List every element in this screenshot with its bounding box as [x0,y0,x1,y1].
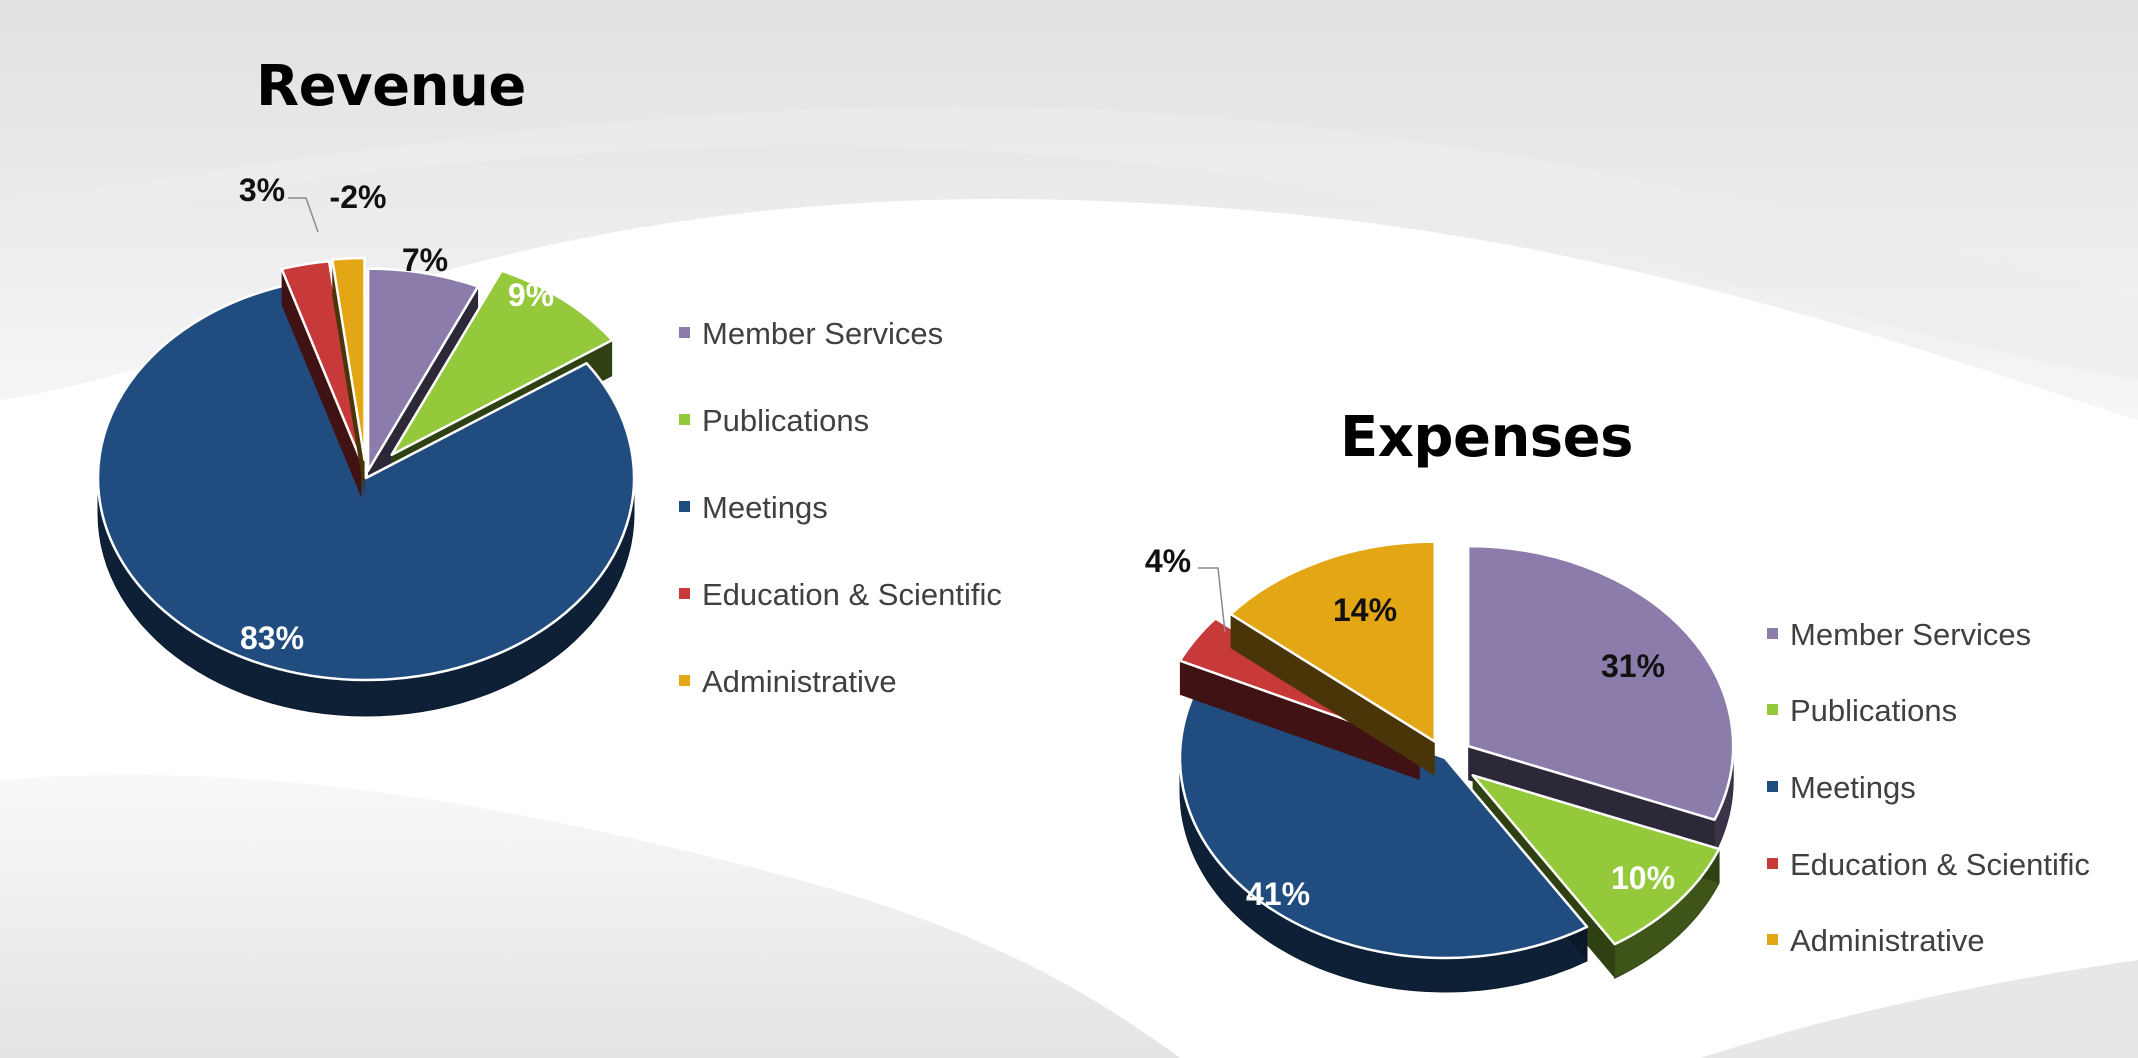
slice-cut-wall [1230,614,1435,776]
legend-swatch [1767,704,1778,716]
legend-label: Education & Scientific [702,577,1002,612]
legend-item-education-scientific: Education & Scientific [1767,847,2090,883]
data-label-publications: 10% [1611,860,1675,896]
legend-swatch [679,588,690,600]
slice-top-face [1466,544,1735,821]
legend-item-publications: Publications [679,403,869,439]
data-label-administrative: -2% [330,179,387,215]
data-label-administrative: 14% [1333,592,1397,628]
legend-item-member-services: Member Services [679,316,943,352]
legend-label: Meetings [702,490,828,525]
leader-line [1198,567,1226,633]
legend-label: Meetings [1790,770,1916,805]
legend-swatch [679,327,690,339]
legend-swatch [679,675,690,687]
leader-line [288,197,319,233]
legend-label: Publications [1790,693,1958,728]
background-swoosh-top [0,0,2138,420]
revenue-chart-title: Revenue [256,54,526,119]
legend-swatch [1767,858,1778,870]
expenses-chart-title: Expenses [1340,405,1633,470]
data-label-publications: 9% [508,277,554,313]
revenue-slices [96,256,636,717]
legend-item-education-scientific: Education & Scientific [679,577,1002,613]
data-label-education-scientific: 3% [239,172,285,208]
legend-item-administrative: Administrative [1767,923,1985,959]
legend-item-member-services: Member Services [1767,617,2031,653]
legend-swatch [1767,934,1778,946]
legend-item-administrative: Administrative [679,664,897,700]
slice-top-face [280,260,363,464]
legend-swatch [1767,628,1778,640]
expenses-slices [1178,540,1735,993]
legend-label: Administrative [1790,923,1985,958]
legend-label: Education & Scientific [1790,847,2090,882]
legend-item-meetings: Meetings [1767,770,1916,806]
slice-top-face [1229,540,1437,743]
background-swoosh-bottom-right [1700,960,2138,1058]
data-label-member-services: 7% [402,242,448,278]
legend-item-publications: Publications [1767,693,1957,729]
legend-label: Member Services [702,316,944,351]
slice-cut-wall [1179,660,1420,780]
legend-item-meetings: Meetings [679,490,828,526]
legend-label: Administrative [702,664,897,699]
slice-top-face [330,256,366,462]
slice-cut-wall [281,268,362,498]
slice-top-face [366,267,480,472]
slice-cut-wall [332,259,365,496]
slice-cut-wall [1468,746,1715,854]
data-label-meetings: 41% [1246,876,1310,912]
data-label-member-services: 31% [1601,648,1665,684]
background-swoosh-mid [0,106,2138,381]
legend-swatch [679,501,690,513]
legend-swatch [679,414,690,426]
data-label-meetings: 83% [240,620,304,656]
legend-label: Publications [702,403,870,438]
slice-top-face [1178,671,1589,960]
legend-swatch [1767,781,1778,793]
data-label-education-scientific: 4% [1145,543,1191,579]
slice-top-face [1471,774,1721,946]
slice-member-services [1466,544,1735,856]
slice-top-face [96,283,636,682]
background-swoosh-bottom [0,774,1180,1058]
slice-administrative [330,256,366,496]
legend-label: Member Services [1790,617,2032,652]
slice-administrative [1229,540,1437,776]
slice-top-face [390,269,614,457]
